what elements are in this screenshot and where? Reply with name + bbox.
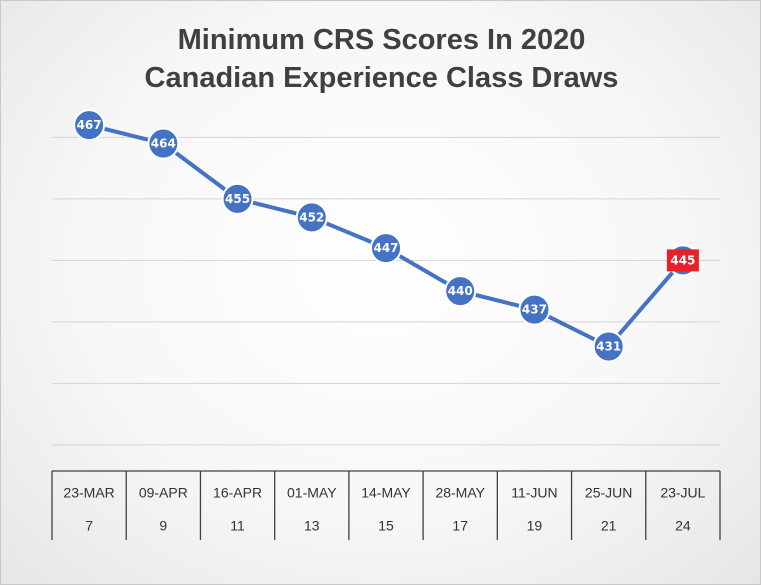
data-point-3 bbox=[295, 201, 328, 234]
gridlines bbox=[52, 136, 720, 446]
category-sub-label-4: 15 bbox=[378, 518, 394, 534]
data-point-2 bbox=[221, 182, 254, 215]
category-sub-label-3: 13 bbox=[304, 518, 320, 534]
data-label-4: 447 bbox=[373, 241, 398, 255]
chart-title-line-2: Canadian Experience Class Draws bbox=[144, 62, 619, 94]
category-sub-label-1: 9 bbox=[159, 518, 167, 534]
data-point-0 bbox=[73, 109, 106, 142]
category-label-6: 11-JUN bbox=[511, 485, 557, 501]
data-label-0: 467 bbox=[77, 118, 102, 132]
data-label-8: 445 bbox=[670, 253, 695, 267]
category-sub-label-6: 19 bbox=[527, 518, 543, 534]
category-label-5: 28-MAY bbox=[435, 485, 485, 501]
chart-title: Minimum CRS Scores In 2020 Canadian Expe… bbox=[1, 21, 761, 97]
data-point-5 bbox=[444, 275, 477, 308]
category-sub-label-2: 11 bbox=[230, 518, 245, 534]
data-label-3: 452 bbox=[299, 210, 324, 224]
category-label-7: 25-JUN bbox=[585, 485, 632, 501]
data-point-7 bbox=[592, 330, 625, 363]
data-point-4 bbox=[370, 232, 402, 265]
category-label-0: 23-MAR bbox=[63, 485, 114, 501]
data-label-1: 464 bbox=[151, 137, 176, 151]
category-label-4: 14-MAY bbox=[361, 485, 411, 501]
data-label-6: 437 bbox=[522, 303, 547, 317]
category-sub-label-8: 24 bbox=[675, 518, 691, 534]
data-label-2: 455 bbox=[225, 192, 250, 206]
data-label-7: 431 bbox=[596, 340, 621, 354]
category-label-8: 23-JUL bbox=[660, 485, 705, 501]
data-point-6 bbox=[518, 293, 551, 326]
data-points: 467 464 455 452 447 440 437 431 445 bbox=[73, 109, 699, 363]
category-label-2: 16-APR bbox=[213, 485, 262, 501]
category-label-3: 01-MAY bbox=[287, 485, 337, 501]
category-sub-label-7: 21 bbox=[601, 518, 617, 534]
category-label-1: 09-APR bbox=[139, 485, 188, 501]
data-label-5: 440 bbox=[448, 284, 473, 298]
category-axis-table: 23-MAR 7 09-APR 9 16-APR 11 01-MAY 13 14-MAY 15 28… bbox=[51, 470, 721, 540]
highlight-label-box bbox=[666, 249, 699, 272]
chart-title-line-1: Minimum CRS Scores In 2020 bbox=[177, 24, 586, 56]
category-sub-label-5: 17 bbox=[452, 518, 468, 534]
category-sub-label-0: 7 bbox=[85, 518, 93, 534]
data-point-1 bbox=[147, 127, 180, 160]
